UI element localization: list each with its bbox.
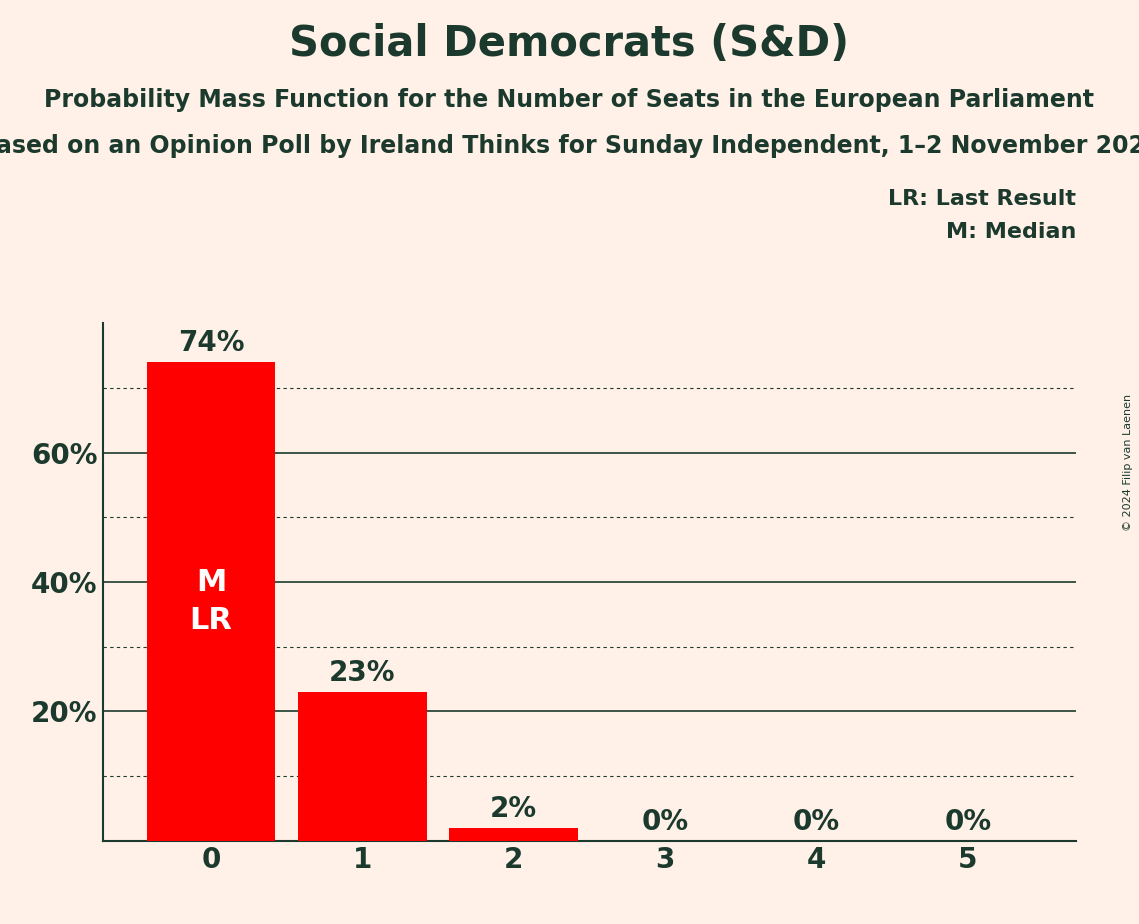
Bar bbox=[450, 828, 579, 841]
Text: Probability Mass Function for the Number of Seats in the European Parliament: Probability Mass Function for the Number… bbox=[44, 88, 1095, 112]
Text: LR: Last Result: LR: Last Result bbox=[888, 189, 1076, 210]
Text: © 2024 Filip van Laenen: © 2024 Filip van Laenen bbox=[1123, 394, 1133, 530]
Text: 23%: 23% bbox=[329, 659, 395, 687]
Text: 2%: 2% bbox=[490, 795, 538, 822]
Text: Based on an Opinion Poll by Ireland Thinks for Sunday Independent, 1–2 November : Based on an Opinion Poll by Ireland Thin… bbox=[0, 134, 1139, 158]
Text: M: Median: M: Median bbox=[947, 222, 1076, 242]
Text: M
LR: M LR bbox=[190, 568, 232, 635]
Text: 0%: 0% bbox=[641, 808, 689, 835]
Text: 0%: 0% bbox=[793, 808, 839, 835]
Text: 74%: 74% bbox=[178, 329, 245, 357]
Bar bbox=[147, 362, 276, 841]
Text: Social Democrats (S&D): Social Democrats (S&D) bbox=[289, 23, 850, 65]
Text: 0%: 0% bbox=[944, 808, 991, 835]
Bar bbox=[298, 692, 427, 841]
